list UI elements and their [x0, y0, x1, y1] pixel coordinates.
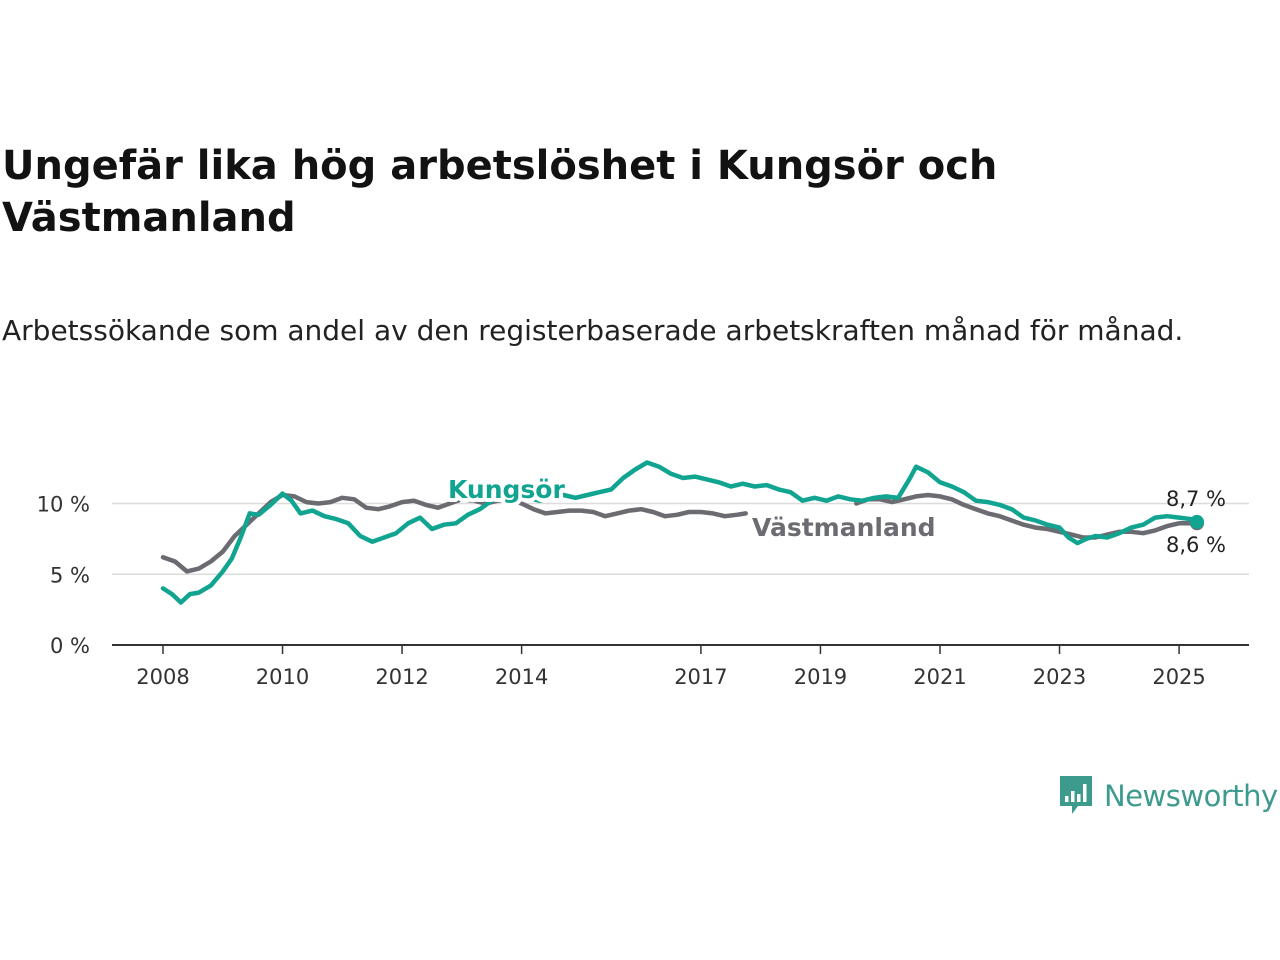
end-value-label-v-stmanland: 8,6 %: [1166, 533, 1226, 557]
series-label-v-stmanland: Västmanland: [752, 513, 936, 542]
series-label-halo-v-stmanland: Västmanland: [752, 513, 936, 542]
y-axis-ticks: 0 % 5 % 10 %: [37, 493, 90, 659]
end-value-label-kungs-r: 8,7 %: [1166, 487, 1226, 511]
x-tick-label: 2008: [136, 665, 189, 689]
series-line-kungs-r: [160, 460, 1200, 605]
series-label-halo-kungs-r: Kungsör: [448, 475, 565, 504]
newsworthy-logo-text: Newsworthy: [1104, 779, 1278, 813]
y-tick-label: 0 %: [50, 634, 90, 658]
x-tick-label: 2010: [256, 665, 309, 689]
x-tick-label: 2014: [495, 665, 548, 689]
x-tick-label: 2012: [375, 665, 428, 689]
chart-title: Ungefär lika hög arbetslöshet i Kungsör …: [2, 143, 998, 241]
newsworthy-logo-icon: [1060, 776, 1092, 814]
x-tick-label: 2021: [913, 665, 966, 689]
x-tick-label: 2025: [1152, 665, 1205, 689]
x-tick-label: 2017: [674, 665, 727, 689]
newsworthy-logo: Newsworthy: [1058, 774, 1278, 818]
x-tick-label: 2023: [1033, 665, 1086, 689]
end-dot-kungs-r: [1190, 514, 1204, 529]
series-lines: [160, 460, 1204, 605]
series-label-kungs-r: Kungsör: [448, 475, 565, 504]
x-tick-label: 2019: [794, 665, 847, 689]
y-tick-label: 10 %: [37, 493, 90, 517]
series-labels: KungsörKungsörVästmanlandVästmanland8,7 …: [444, 471, 1226, 557]
grid-lines: [112, 502, 1249, 646]
series-line-v-stmanland: [160, 492, 1200, 574]
y-tick-label: 5 %: [50, 563, 90, 587]
x-axis-ticks: 2008 2010 2012 2014 2017 2019 2021 2023 2025: [136, 645, 1206, 689]
chart-subtitle: Arbetssökande som andel av den registerb…: [2, 314, 1184, 347]
